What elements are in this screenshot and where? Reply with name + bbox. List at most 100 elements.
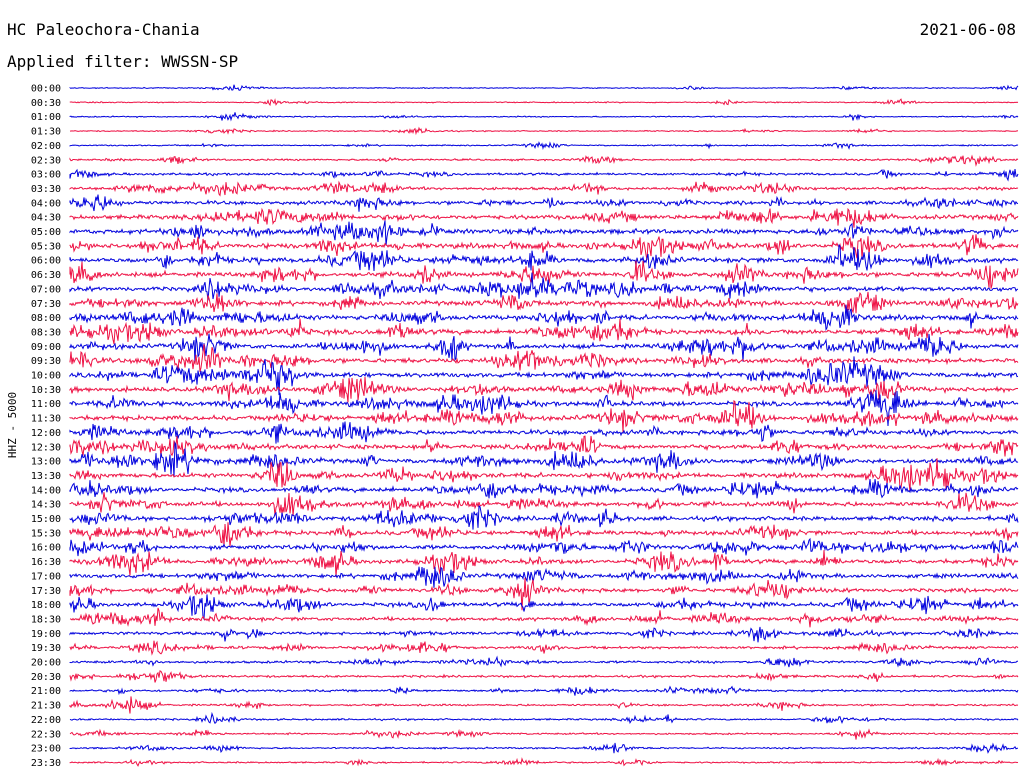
tick-label: 00:00 (31, 84, 61, 95)
trace-line (69, 711, 1019, 724)
trace-line (69, 180, 1019, 197)
seismogram-traces (69, 84, 1019, 767)
tick-label: 15:00 (31, 514, 61, 525)
tick-label: 17:00 (31, 571, 61, 582)
tick-label: 22:30 (31, 729, 61, 740)
trace-line (69, 696, 1019, 714)
trace-line (69, 207, 1019, 228)
tick-label: 20:30 (31, 672, 61, 683)
trace-line (69, 594, 1019, 621)
tick-label: 02:30 (31, 155, 61, 166)
tick-label: 08:00 (31, 313, 61, 324)
tick-label: 03:30 (31, 184, 61, 195)
record-date: 2021-06-08 (919, 20, 1016, 39)
tick-label: 19:00 (31, 629, 61, 640)
tick-label: 21:30 (31, 701, 61, 712)
trace-line (69, 98, 1019, 107)
trace-line (69, 537, 1019, 557)
tick-label: 09:30 (31, 356, 61, 367)
trace-line (69, 607, 1019, 628)
tick-label: 06:30 (31, 270, 61, 281)
filter-label: Applied filter: WWSSN-SP (7, 52, 239, 71)
trace-line (69, 291, 1019, 314)
tick-label: 05:00 (31, 227, 61, 238)
tick-label: 14:00 (31, 485, 61, 496)
tick-label: 08:30 (31, 327, 61, 338)
tick-label: 05:30 (31, 241, 61, 252)
trace-line (69, 728, 1019, 740)
tick-label: 00:30 (31, 98, 61, 109)
trace-line (69, 344, 1019, 373)
tick-label: 12:00 (31, 428, 61, 439)
trace-line (69, 168, 1019, 182)
tick-label: 04:00 (31, 198, 61, 209)
tick-label: 22:00 (31, 715, 61, 726)
trace-line (69, 126, 1019, 136)
tick-label: 10:00 (31, 371, 61, 382)
tick-label: 02:00 (31, 141, 61, 152)
y-axis-label: HHZ - 5000 (6, 392, 19, 458)
tick-label: 16:30 (31, 557, 61, 568)
trace-line (69, 479, 1019, 499)
tick-label: 07:30 (31, 299, 61, 310)
trace-line (69, 318, 1019, 345)
trace-line (69, 244, 1019, 272)
trace-line (69, 441, 1019, 477)
trace-line (69, 333, 1019, 363)
trace-line (69, 655, 1018, 668)
tick-label: 01:00 (31, 112, 61, 123)
trace-line (69, 458, 1019, 492)
trace-line (69, 399, 1019, 433)
time-tick-labels: 00:00 00:30 01:00 01:30 02:00 02:30 03:00 03:30… (31, 84, 61, 769)
trace-line (69, 566, 1019, 588)
tick-label: 14:30 (31, 500, 61, 511)
trace-line (69, 626, 1019, 643)
trace-line (69, 577, 1019, 611)
trace-line (69, 112, 1019, 122)
trace-line (69, 492, 1019, 516)
tick-label: 12:30 (31, 442, 61, 453)
tick-label: 11:30 (31, 414, 61, 425)
trace-line (69, 640, 1019, 656)
trace-line (69, 356, 1019, 396)
tick-label: 09:00 (31, 342, 61, 353)
tick-label: 16:00 (31, 543, 61, 554)
trace-line (69, 234, 1019, 261)
trace-line (69, 742, 1019, 754)
trace-line (69, 376, 1019, 403)
trace-line (69, 304, 1019, 332)
tick-label: 07:00 (31, 284, 61, 295)
tick-label: 11:00 (31, 399, 61, 410)
tick-label: 10:30 (31, 385, 61, 396)
trace-line (69, 194, 1019, 212)
trace-line (69, 390, 1019, 427)
tick-label: 04:30 (31, 213, 61, 224)
tick-label: 13:00 (31, 457, 61, 468)
trace-line (69, 550, 1019, 578)
tick-label: 03:00 (31, 170, 61, 181)
tick-label: 06:00 (31, 256, 61, 267)
trace-line (69, 421, 1019, 444)
trace-line (69, 84, 1019, 91)
trace-line (69, 272, 1019, 301)
tick-label: 18:00 (31, 600, 61, 611)
tick-label: 21:00 (31, 686, 61, 697)
tick-label: 17:30 (31, 586, 61, 597)
tick-label: 01:30 (31, 127, 61, 138)
trace-line (69, 260, 1019, 289)
trace-line (69, 522, 1019, 547)
trace-line (69, 685, 1019, 696)
tick-label: 20:00 (31, 658, 61, 669)
tick-label: 13:30 (31, 471, 61, 482)
trace-line (69, 154, 1019, 167)
tick-label: 23:00 (31, 744, 61, 755)
trace-line (69, 505, 1019, 530)
tick-label: 23:30 (31, 758, 61, 769)
trace-line (69, 670, 1019, 683)
tick-label: 18:30 (31, 614, 61, 625)
trace-line (69, 141, 1019, 151)
trace-line (69, 435, 1019, 457)
station-title: HC Paleochora-Chania (7, 20, 200, 39)
trace-line (69, 220, 1019, 246)
